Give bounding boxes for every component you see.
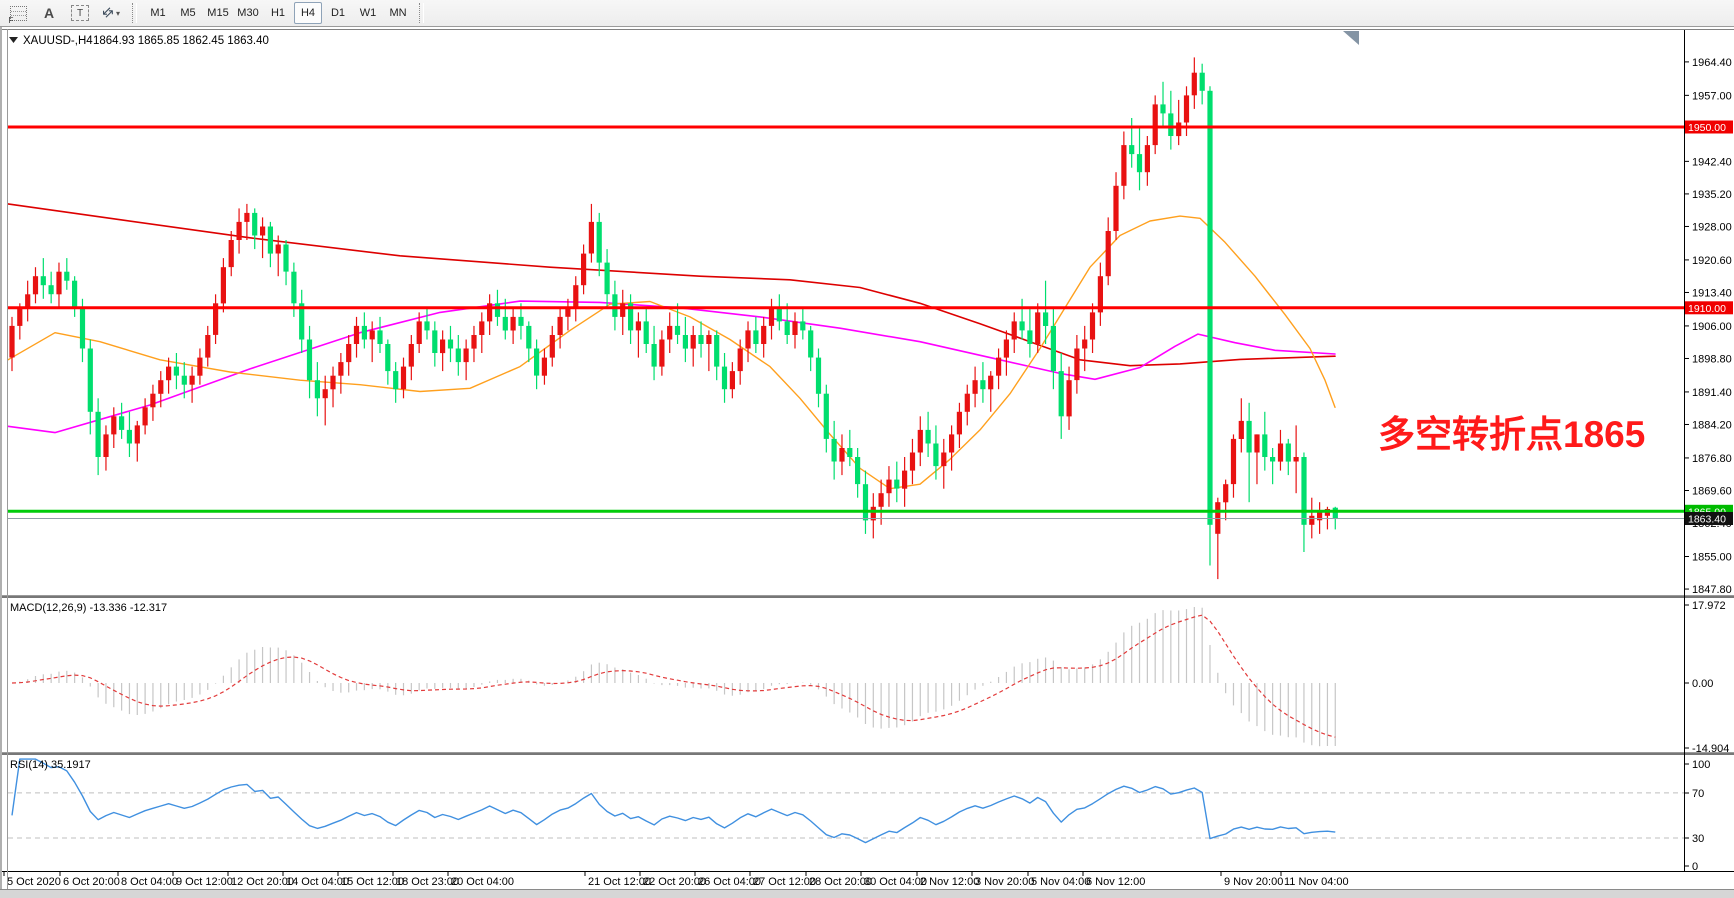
candlestick-series [9,57,1338,580]
time-tick: 22 Oct 20:00 [643,876,706,888]
time-tick: 8 Oct 04:00 [121,876,178,888]
arrows-tool-button[interactable]: ⇵ ▾ [97,2,125,24]
price-tick: 1876.80 [1692,453,1732,465]
timeframe-button-h1[interactable]: H1 [270,7,286,19]
price-tick: 1920.60 [1692,255,1732,267]
time-tick: 14 Oct 04:00 [286,876,349,888]
window-left-edge [0,27,2,898]
timeframe-button-h4[interactable]: H4 [294,2,322,24]
price-tick: 1855.00 [1692,552,1732,564]
price-tick: 1891.40 [1692,387,1732,399]
svg-text:100: 100 [1692,759,1710,771]
timeframe-button-w1[interactable]: W1 [359,7,377,19]
text-label-tool-button[interactable]: T [65,2,95,24]
time-tick: 21 Oct 12:00 [588,876,651,888]
price-badge [1685,301,1733,315]
time-tick: 6 Nov 12:00 [1086,876,1145,888]
macd-label: MACD(12,26,9) -13.336 -12.317 [10,602,167,614]
timeframe-group: M1 M5 M15 M30 H1 H4 D1 W1 MN [143,2,413,24]
chart-ohlc-readout: 1864.93 1865.85 1862.45 1863.40 [93,35,269,47]
time-tick: 28 Oct 20:00 [809,876,872,888]
price-tick: 1942.40 [1692,156,1732,168]
symbol-dropdown-icon [9,37,18,43]
svg-text:1863.40: 1863.40 [1688,514,1726,526]
price-tick: 1898.80 [1692,354,1732,366]
price-tick: 1913.40 [1692,288,1732,300]
time-tick: 18 Oct 23:00 [396,876,459,888]
time-tick: 5 Oct 2020 [7,876,61,888]
macd-signal-line [11,614,1336,738]
price-tick: 1906.00 [1692,321,1732,333]
macd-pane [11,607,1336,747]
time-scale[interactable]: 5 Oct 2020 6 Oct 20:00 8 Oct 04:009 Oct 12… [3,872,1349,888]
price-scale[interactable]: 1964.40 1957.00 1942.40 1935.20 1928.00 1920.… [1684,57,1733,873]
chart-annotation: 多空转折点1865 [1378,414,1645,455]
arrows-icon: ⇵ [98,3,117,22]
time-tick: 15 Oct 12:00 [341,876,404,888]
rsi-pane [8,758,1684,844]
time-tick: 5 Nov 04:00 [1031,876,1090,888]
toolbar-grip [419,3,424,23]
pane-separator[interactable] [0,752,1734,755]
chart-title: XAUUSD-,H4 [23,35,93,47]
price-badge [1685,120,1733,134]
price-tick: 1964.40 [1692,57,1732,69]
svg-text:0: 0 [1692,861,1698,873]
a-tool-icon: A [43,5,55,21]
time-tick: 27 Oct 12:00 [753,876,816,888]
rsi-line [11,758,1336,844]
window-bottom-strip [0,889,1734,898]
svg-text:30: 30 [1692,833,1704,845]
chevron-down-icon: ▾ [115,8,120,18]
timeframe-button-d1[interactable]: D1 [330,7,346,19]
text-tool-icon: T [71,5,89,21]
svg-text:0.00: 0.00 [1692,678,1713,690]
chart-shift-marker-icon [1343,31,1359,45]
rsi-label: RSI(14) 35.1917 [10,759,91,771]
time-tick: 9 Nov 20:00 [1224,876,1283,888]
price-tick: 1847.80 [1692,584,1732,596]
toolbar: F A T ⇵ ▾ M1 M5 M15 M30 H1 H4 D1 W1 MN [0,0,1734,27]
time-tick: 30 Oct 04:00 [864,876,927,888]
timeframe-button-m30[interactable]: M30 [237,7,259,19]
timeframe-button-m15[interactable]: M15 [207,7,229,19]
price-tick: 1884.20 [1692,420,1732,432]
chart-left-border [7,29,8,890]
time-tick: 9 Oct 12:00 [176,876,233,888]
svg-text:1910.00: 1910.00 [1688,303,1726,315]
price-tick: 1928.00 [1692,222,1732,234]
pane-separator[interactable] [0,595,1734,598]
time-tick: 20 Oct 04:00 [451,876,514,888]
grid-f-tool-button[interactable]: F [5,2,33,25]
grid-f-icon: F [9,5,27,25]
price-tick: 1935.20 [1692,189,1732,201]
main-price-pane [7,57,1684,580]
time-tick: 26 Oct 04:00 [698,876,761,888]
svg-text:17.972: 17.972 [1692,600,1726,612]
ma-slow-red [7,203,1336,367]
time-tick: 3 Nov 20:00 [975,876,1034,888]
time-tick: 6 Oct 20:00 [63,876,120,888]
ma-mid-magenta [7,300,1336,434]
price-tick: 1869.60 [1692,486,1732,498]
price-badge [1685,512,1733,525]
time-tick: 11 Nov 04:00 [1284,876,1349,888]
price-tick: 1957.00 [1692,90,1732,102]
timeframe-button-m1[interactable]: M1 [150,7,166,19]
timeframe-button-m5[interactable]: M5 [180,7,196,19]
a-tool-button[interactable]: A [35,2,63,24]
toolbar-grip [132,3,137,23]
timeframe-button-mn[interactable]: MN [389,7,407,19]
time-tick: 12 Oct 20:00 [231,876,294,888]
svg-text:70: 70 [1692,788,1704,800]
time-tick: 2 Nov 12:00 [920,876,979,888]
svg-text:1950.00: 1950.00 [1688,122,1726,134]
